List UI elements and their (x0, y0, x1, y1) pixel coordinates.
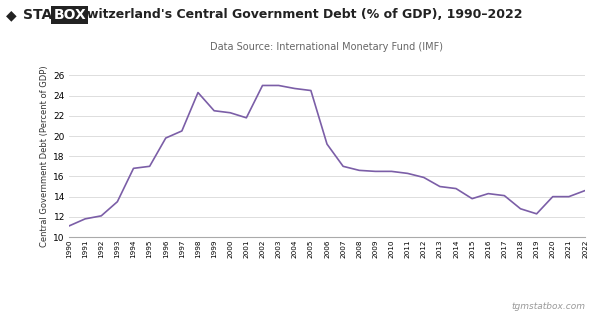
Title: Data Source: International Monetary Fund (IMF): Data Source: International Monetary Fund… (211, 42, 443, 52)
Text: BOX: BOX (53, 8, 86, 22)
Y-axis label: Central Government Debt (Percent of GDP): Central Government Debt (Percent of GDP) (40, 65, 49, 247)
Text: Switzerland's Central Government Debt (% of GDP), 1990–2022: Switzerland's Central Government Debt (%… (78, 8, 522, 21)
Text: tgmstatbox.com: tgmstatbox.com (511, 302, 585, 311)
Text: STAT: STAT (23, 8, 61, 22)
Text: ◆: ◆ (6, 8, 17, 22)
